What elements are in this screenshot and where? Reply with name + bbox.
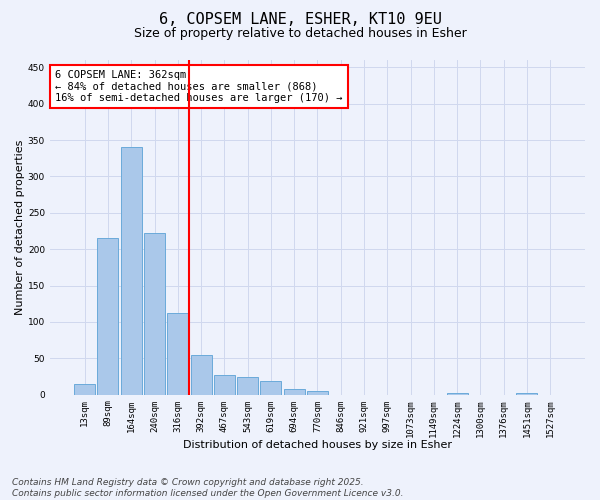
Bar xyxy=(214,375,235,394)
Bar xyxy=(121,148,142,394)
Text: 6 COPSEM LANE: 362sqm
← 84% of detached houses are smaller (868)
16% of semi-det: 6 COPSEM LANE: 362sqm ← 84% of detached … xyxy=(55,70,343,103)
Bar xyxy=(191,354,212,395)
Bar xyxy=(284,389,305,394)
Bar xyxy=(144,233,165,394)
Bar xyxy=(74,384,95,394)
Y-axis label: Number of detached properties: Number of detached properties xyxy=(15,140,25,315)
Bar xyxy=(97,238,118,394)
Text: Contains HM Land Registry data © Crown copyright and database right 2025.
Contai: Contains HM Land Registry data © Crown c… xyxy=(12,478,404,498)
Text: Size of property relative to detached houses in Esher: Size of property relative to detached ho… xyxy=(134,28,466,40)
Bar xyxy=(307,391,328,394)
Bar xyxy=(167,313,188,394)
Bar xyxy=(237,376,258,394)
X-axis label: Distribution of detached houses by size in Esher: Distribution of detached houses by size … xyxy=(183,440,452,450)
Bar xyxy=(260,381,281,394)
Text: 6, COPSEM LANE, ESHER, KT10 9EU: 6, COPSEM LANE, ESHER, KT10 9EU xyxy=(158,12,442,28)
